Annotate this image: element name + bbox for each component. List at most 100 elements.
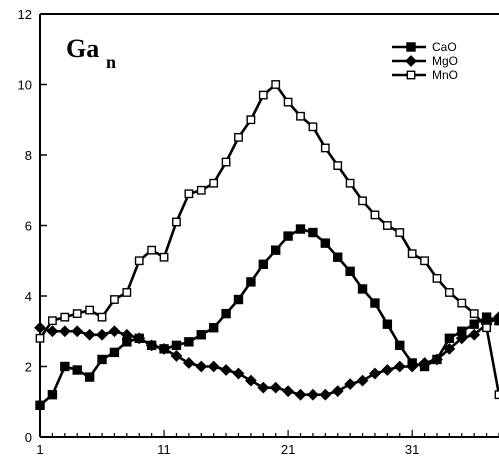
data-point (233, 294, 244, 305)
y-tick-label: 2 (25, 360, 32, 375)
data-point (58, 325, 71, 338)
data-point (294, 388, 307, 401)
data-point (331, 385, 344, 398)
data-point (208, 323, 219, 333)
x-tick-label: 21 (281, 442, 295, 457)
data-point (257, 381, 270, 394)
data-point (97, 354, 107, 365)
x-tick-label: 11 (157, 442, 171, 457)
data-point (468, 328, 481, 341)
data-point (34, 321, 46, 334)
legend-marker (405, 55, 417, 67)
legend-item-mgo: MgO (392, 54, 458, 68)
data-point (469, 309, 479, 319)
data-point (246, 115, 256, 125)
data-point (109, 347, 120, 358)
data-point (97, 312, 107, 322)
data-point (407, 249, 417, 259)
data-point (207, 360, 220, 373)
data-point (258, 259, 268, 269)
data-point (393, 360, 406, 373)
data-point (382, 319, 393, 329)
data-point (381, 364, 394, 376)
data-point (369, 367, 381, 380)
legend-label: MnO (432, 68, 458, 82)
data-point (170, 350, 183, 362)
data-point (319, 388, 332, 401)
data-point (282, 385, 295, 398)
data-point (271, 245, 281, 255)
data-point (320, 143, 330, 153)
series-line (39, 227, 499, 407)
data-point (258, 90, 268, 100)
data-point (283, 231, 293, 241)
data-point (234, 132, 243, 142)
data-point (345, 178, 355, 188)
data-point (182, 357, 195, 369)
data-point (283, 97, 293, 107)
data-point (133, 332, 146, 345)
x-tick-label: 1 (36, 442, 43, 457)
data-point (221, 157, 231, 167)
data-point (296, 111, 305, 121)
data-point (295, 224, 306, 234)
data-point (344, 378, 357, 391)
data-point (395, 228, 405, 237)
data-point (195, 360, 208, 373)
data-point (333, 161, 343, 170)
data-point (60, 361, 70, 372)
data-point (159, 252, 169, 262)
y-tick-label: 4 (25, 289, 32, 304)
series-layer (34, 80, 499, 410)
y-tick-label: 12 (18, 7, 32, 22)
data-point (220, 364, 232, 376)
data-point (457, 298, 467, 308)
legend-label: MgO (432, 54, 458, 68)
data-point (35, 400, 45, 410)
data-point (134, 256, 144, 266)
data-point (357, 284, 368, 294)
y-tick-label: 0 (25, 430, 32, 445)
data-point (370, 210, 380, 220)
data-point (122, 288, 132, 297)
data-point (35, 333, 45, 343)
data-point (196, 330, 206, 340)
series-mno (35, 80, 499, 400)
y-tick-label: 10 (18, 78, 32, 93)
data-point (443, 342, 456, 355)
data-point (84, 372, 95, 382)
data-point (158, 342, 170, 355)
series-mgo (34, 311, 499, 401)
data-point (406, 360, 419, 373)
data-point (308, 122, 318, 132)
data-point (60, 312, 70, 322)
data-point (147, 245, 157, 255)
x-tick-label: 31 (405, 442, 419, 457)
data-point (356, 374, 369, 387)
legend-marker (406, 42, 416, 52)
data-point (83, 328, 96, 341)
y-tick-label: 8 (25, 148, 32, 163)
data-point (271, 80, 281, 89)
data-point (345, 266, 355, 277)
data-point (47, 390, 58, 400)
data-point (108, 325, 121, 338)
data-point (418, 357, 431, 369)
title-subscript: n (106, 52, 116, 72)
series-line (38, 83, 499, 395)
chart-title: Ga n (66, 34, 116, 72)
data-point (172, 217, 181, 227)
data-point (184, 337, 194, 347)
data-point (72, 365, 82, 375)
data-point (110, 295, 119, 304)
data-point (493, 311, 499, 324)
data-point (469, 319, 479, 329)
data-point (482, 323, 491, 333)
data-point (382, 221, 392, 230)
data-point (444, 333, 455, 344)
data-point (358, 196, 367, 206)
data-point (244, 374, 257, 387)
data-point (307, 388, 319, 401)
